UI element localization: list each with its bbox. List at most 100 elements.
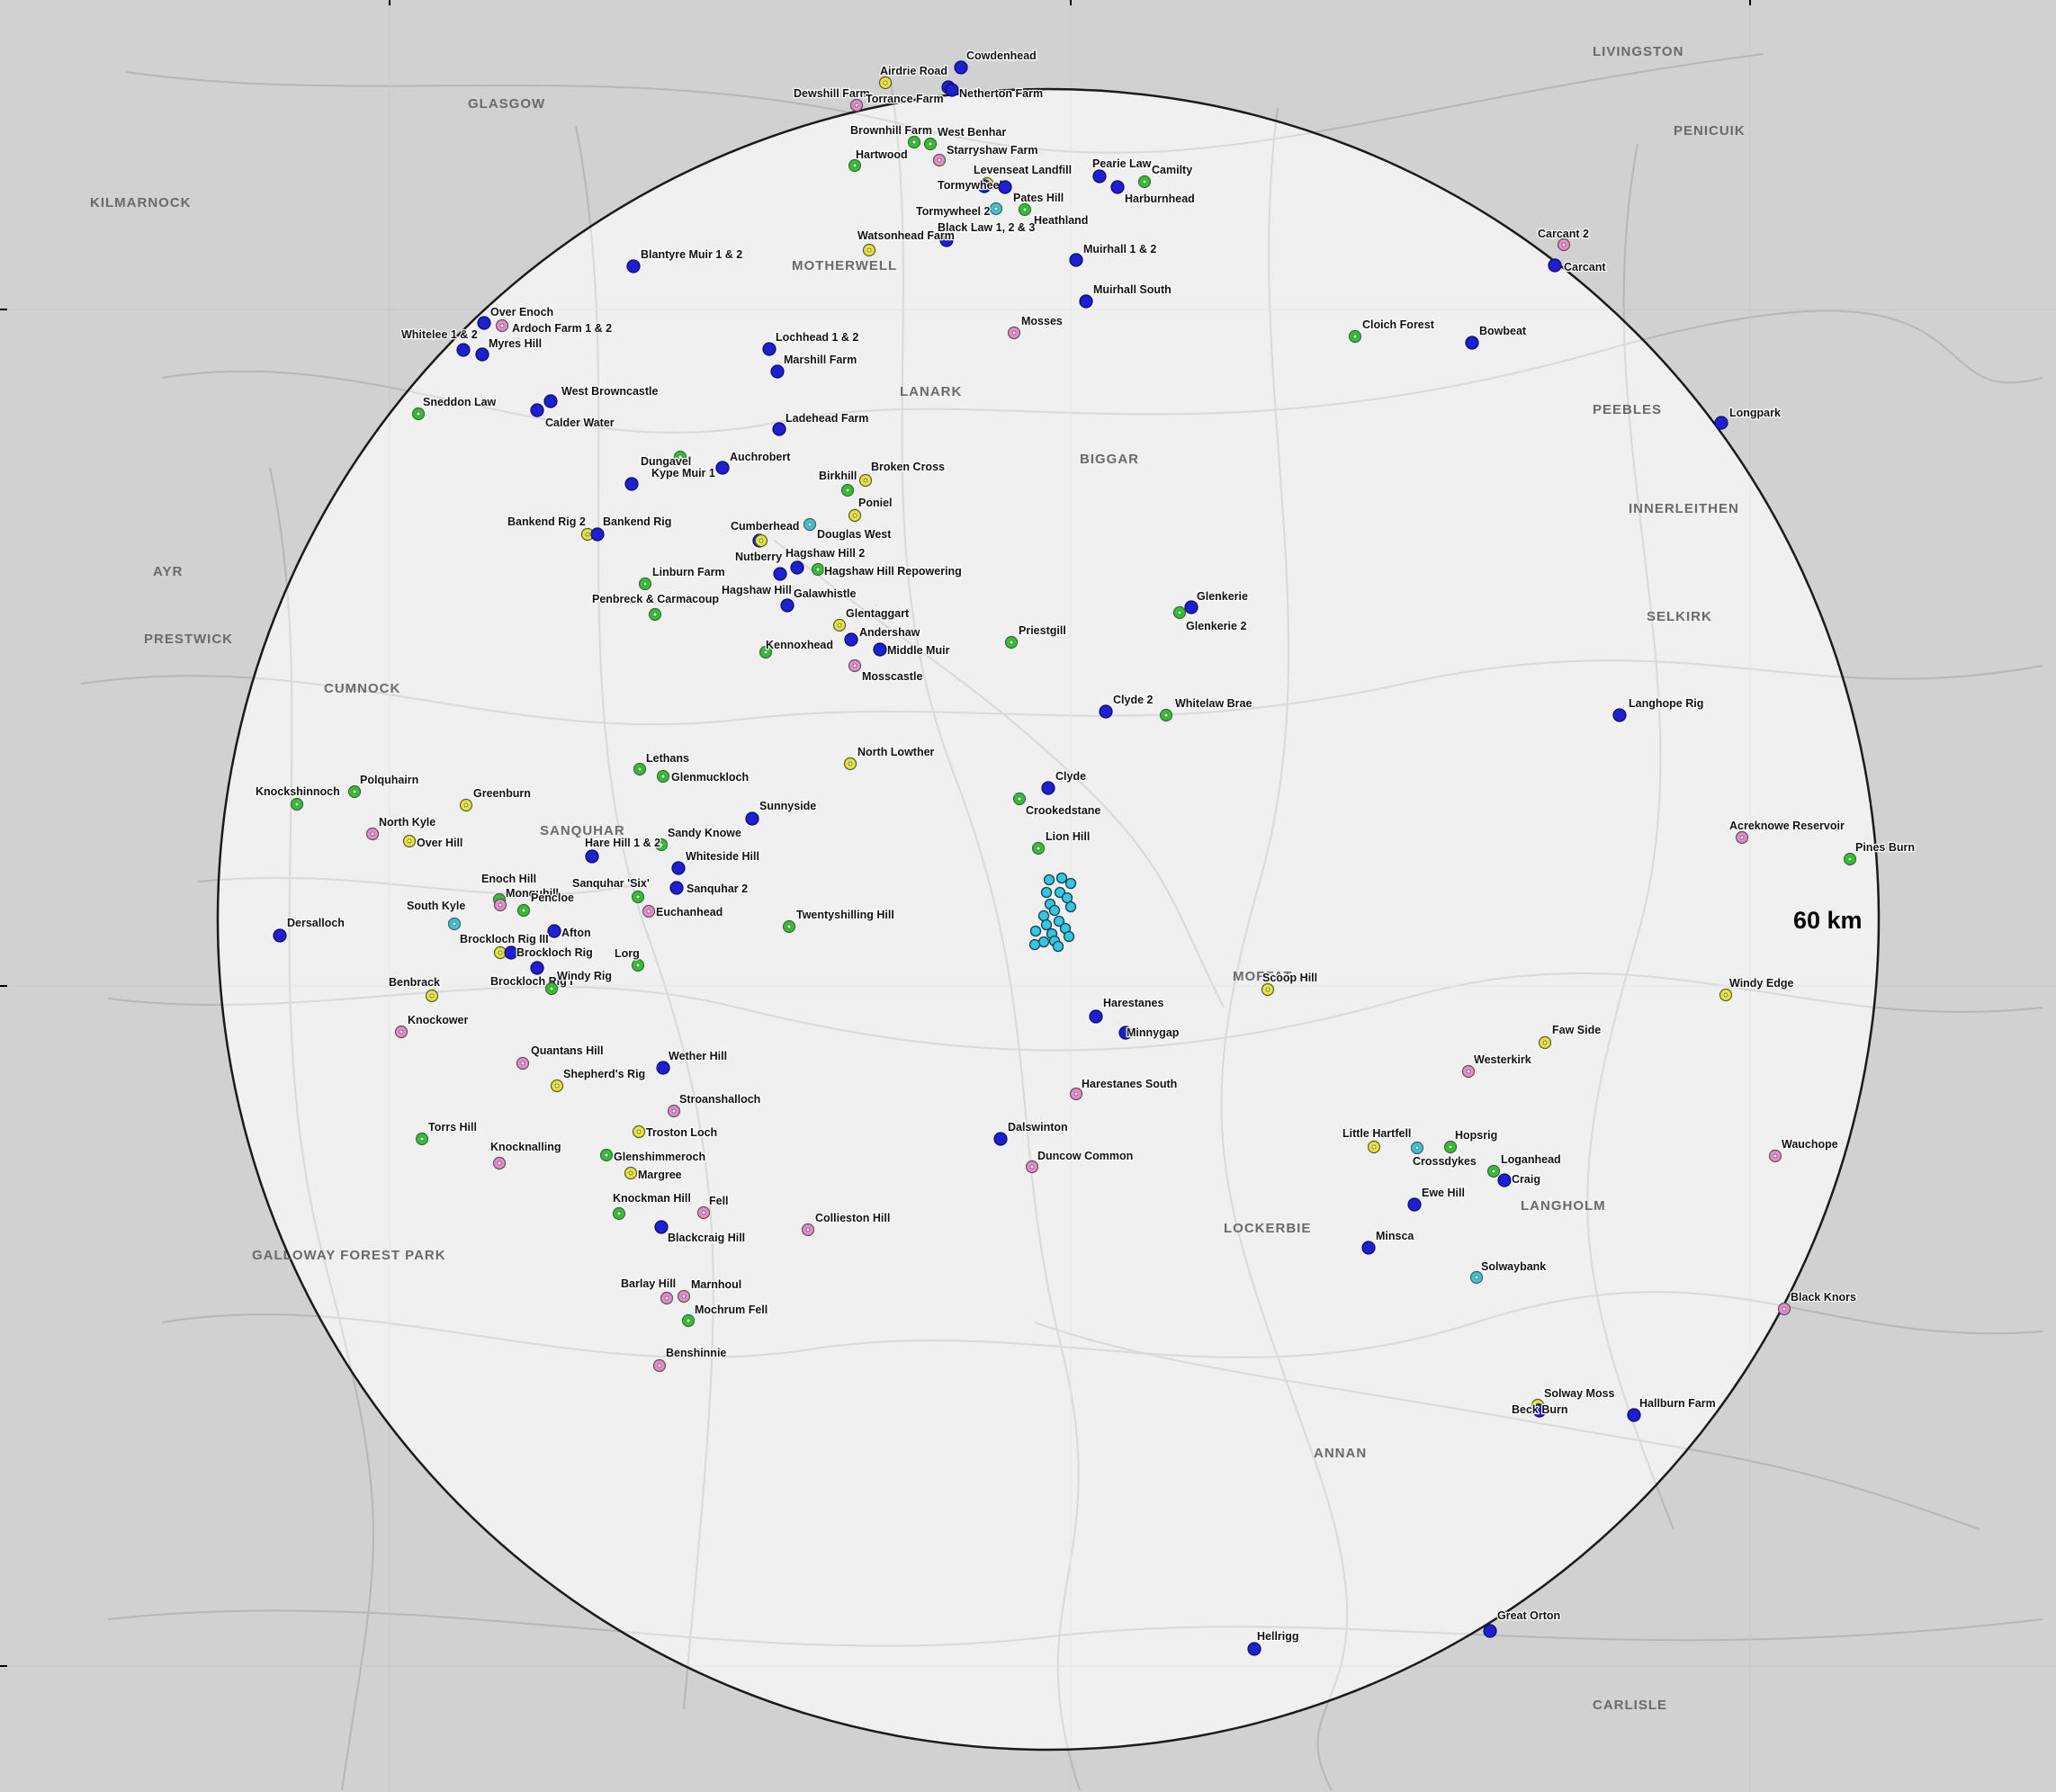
site-label: Troston Loch: [646, 1126, 717, 1139]
site-marker: Sandy Knowe: [654, 826, 742, 852]
site-marker: Middle Muir: [873, 642, 951, 658]
inside-radius-fill: [219, 90, 1878, 1749]
site-marker: Blantyre Muir 1 & 2: [626, 247, 744, 273]
site-marker: Clyde: [1041, 769, 1087, 795]
site-dot-center: [671, 1108, 677, 1114]
site-marker: Fell: [696, 1194, 730, 1220]
site-marker: Glenshimmeroch: [599, 1148, 706, 1164]
site-marker: South Kyle: [406, 899, 467, 931]
site-marker: Wauchope: [1768, 1137, 1839, 1163]
site-label: Camilty: [1152, 164, 1192, 176]
site-label: Pates Hill: [1013, 192, 1064, 204]
site-label: Dalswinton: [1008, 1121, 1068, 1133]
site-label: Levenseat Landfill: [974, 164, 1072, 176]
site-dot: [530, 961, 544, 975]
site-label: Westerkirk: [1474, 1053, 1531, 1066]
site-marker: Brockloch Rig III: [459, 932, 550, 960]
proposed-turbine-marker: [1061, 892, 1073, 904]
site-label: Fell: [709, 1195, 729, 1207]
site-label: Harburnhead: [1125, 193, 1195, 205]
site-dot: [945, 83, 959, 97]
site-dot: [993, 1132, 1008, 1146]
site-label: Over Hill: [417, 837, 462, 849]
site-marker: Crossdykes: [1410, 1141, 1477, 1169]
site-label: Andershaw: [859, 626, 920, 639]
site-dot-center: [294, 802, 300, 807]
site-label: Great Orton: [1497, 1609, 1560, 1622]
site-dot: [780, 598, 795, 613]
site-dot: [998, 180, 1012, 194]
site-dot-center: [660, 774, 666, 779]
site-marker: Solwaybank: [1469, 1259, 1548, 1285]
site-dot-center: [636, 1129, 642, 1134]
site-marker: Minsca: [1361, 1229, 1416, 1255]
site-label: Knockower: [408, 1014, 469, 1026]
site-label: Glenkerie: [1197, 590, 1248, 603]
site-marker: Hellrigg: [1247, 1629, 1300, 1656]
site-dot-center: [1847, 856, 1853, 862]
site-dot: [671, 861, 686, 875]
site-label: Brockloch Rig: [516, 946, 593, 959]
site-label: Hare Hill 1 & 2: [585, 837, 660, 849]
site-dot-center: [498, 902, 503, 908]
site-marker: Hagshaw Hill 2: [785, 546, 866, 575]
town-label: CUMNOCK: [324, 681, 400, 696]
site-dot-center: [837, 623, 842, 628]
site-label: Barlay Hill: [621, 1277, 676, 1290]
town-label: PRESTWICK: [144, 632, 233, 647]
site-label: Scoop Hill: [1262, 972, 1317, 984]
site-dot-center: [852, 163, 857, 168]
site-dot-center: [686, 1318, 691, 1323]
site-marker: Afton: [547, 924, 592, 940]
site-marker: Muirhall South: [1079, 282, 1172, 309]
site-marker: Harestanes South: [1069, 1077, 1179, 1101]
site-marker: Great Orton: [1483, 1608, 1561, 1638]
study-radius-circle: [216, 87, 1881, 1752]
site-label: Ladehead Farm: [786, 412, 868, 425]
site-label: Clyde: [1055, 770, 1086, 783]
site-dot: [1184, 600, 1199, 614]
site-marker: Windy Edge: [1719, 976, 1795, 1002]
site-dot-center: [585, 532, 590, 537]
site-label: Knockshinnoch: [256, 785, 340, 798]
site-label: Douglas West: [817, 528, 892, 541]
site-label: Glenmuckloch: [671, 771, 749, 784]
site-label: Broken Cross: [871, 461, 945, 473]
site-marker: Marnhoul: [677, 1277, 743, 1304]
site-marker: Polquhairn: [347, 773, 420, 799]
site-dot: [543, 394, 558, 408]
site-dot-center: [786, 924, 792, 929]
site-label: Longpark: [1729, 407, 1781, 419]
site-dot-center: [637, 766, 642, 772]
site-marker: Blackcraig Hill: [654, 1220, 746, 1245]
site-marker: Sneddon Law: [411, 395, 498, 421]
town-label: INNERLEITHEN: [1629, 501, 1739, 516]
site-marker: Ardoch Farm 1 & 2: [495, 318, 613, 336]
site-dot-center: [370, 831, 375, 837]
site-dot: [1612, 708, 1627, 722]
site-marker: Margree: [624, 1166, 683, 1182]
site-label: Torrs Hill: [428, 1121, 477, 1133]
site-label: Euchanhead: [656, 906, 723, 918]
site-label: Nutberry: [735, 551, 782, 563]
site-dot: [1092, 169, 1107, 184]
site-label: Knocknalling: [490, 1141, 561, 1153]
proposed-turbine-cluster: [1028, 872, 1077, 953]
site-marker: Beck Burn: [1511, 1402, 1569, 1418]
site-dot-center: [866, 247, 872, 253]
site-marker: Heathland: [1018, 202, 1090, 228]
site-label: Cloich Forest: [1362, 318, 1435, 331]
site-dot-center: [1723, 992, 1728, 998]
site-label: Minnygap: [1127, 1026, 1180, 1039]
site-dot: [475, 347, 489, 362]
site-label: Birkhill: [819, 470, 857, 482]
site-marker: Harburnhead: [1110, 180, 1196, 206]
site-marker: Watsonhead Farm: [857, 228, 956, 257]
site-marker: Bowbeat: [1465, 324, 1528, 350]
site-marker: Barlay Hill: [620, 1277, 677, 1305]
site-dot-center: [1029, 1164, 1035, 1169]
site-label: Solway Moss: [1544, 1387, 1615, 1400]
site-label: Myres Hill: [489, 337, 542, 350]
site-label: Mosscastle: [862, 670, 922, 683]
site-marker: Dersalloch: [273, 916, 346, 943]
